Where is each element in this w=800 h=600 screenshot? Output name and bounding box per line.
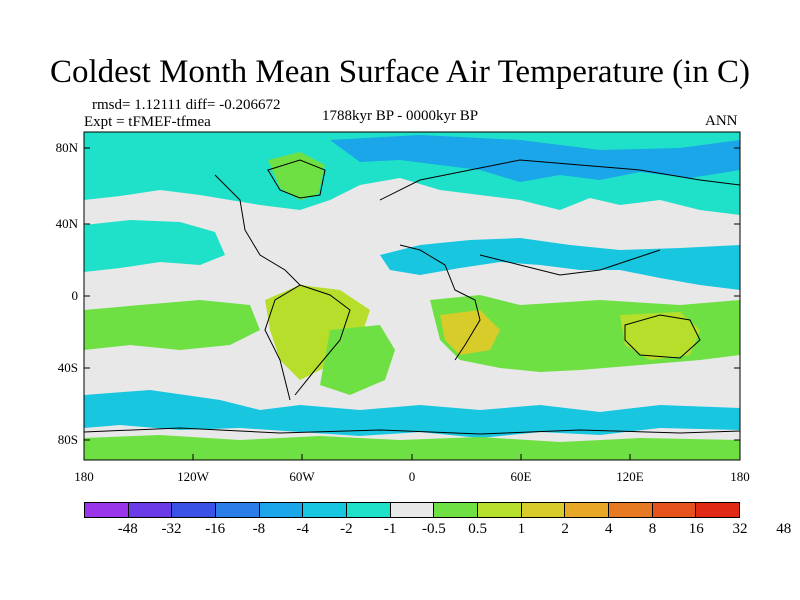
asia-cyan-band bbox=[380, 238, 740, 290]
colorbar bbox=[84, 502, 740, 518]
colorbar-swatch bbox=[216, 503, 260, 517]
colorbar-swatch bbox=[434, 503, 479, 517]
colorbar-swatch bbox=[521, 503, 566, 517]
colorbar-swatch bbox=[303, 503, 348, 517]
colorbar-tick-label: -4 bbox=[296, 521, 309, 537]
north-pacific-cyan bbox=[84, 220, 225, 272]
experiment-label: Expt = tFMEF-tfmea bbox=[84, 114, 211, 130]
colorbar-tick-label: 8 bbox=[648, 521, 657, 537]
lon-label-60w: 60W bbox=[289, 469, 315, 484]
colorbar-tick-label: -2 bbox=[340, 521, 353, 537]
south-america-warm bbox=[265, 285, 370, 380]
axis-ticks bbox=[84, 147, 740, 460]
colorbar-swatch bbox=[565, 503, 610, 517]
colorbar-swatch bbox=[609, 503, 653, 517]
colorbar-tick-label: 32 bbox=[732, 521, 748, 537]
colorbar-swatch bbox=[390, 503, 435, 517]
colorbar-tick-label: 16 bbox=[688, 521, 704, 537]
lon-label-0: 0 bbox=[408, 469, 416, 484]
lon-label-120e: 120E bbox=[616, 469, 644, 484]
lon-label-60e: 60E bbox=[510, 469, 532, 484]
colorbar-swatch bbox=[259, 503, 304, 517]
temperature-field bbox=[84, 132, 740, 460]
lat-label-40n: 40N bbox=[55, 216, 78, 231]
colorbar-tick-label: -16 bbox=[205, 521, 226, 537]
colorbar-tick-label: 0.5 bbox=[468, 521, 487, 537]
africa-olive-patch bbox=[440, 310, 500, 355]
lon-label-180w: 180 bbox=[74, 469, 94, 484]
rmsd-diff-text: rmsd= 1.12111 diff= -0.206672 bbox=[92, 97, 281, 113]
lon-label-180e: 180 bbox=[730, 469, 750, 484]
colorbar-tick-label: 1 bbox=[517, 521, 526, 537]
south-atlantic-green bbox=[320, 325, 395, 395]
lat-label-0: 0 bbox=[71, 288, 79, 303]
australia-yellow-patch bbox=[620, 312, 700, 360]
colorbar-swatch bbox=[347, 503, 391, 517]
southern-ocean-cyan bbox=[84, 390, 740, 438]
lat-label-80n: 80N bbox=[55, 140, 78, 155]
tropical-pacific-green bbox=[84, 300, 260, 350]
coastlines bbox=[84, 159, 740, 435]
colorbar-swatch bbox=[478, 503, 522, 517]
colorbar-swatch bbox=[128, 503, 173, 517]
colorbar-swatch bbox=[172, 503, 217, 517]
colorbar-tick-label: 2 bbox=[561, 521, 569, 537]
antarctic-green bbox=[84, 435, 740, 460]
lat-label-80s: 80S bbox=[57, 432, 78, 447]
lat-label-40s: 40S bbox=[57, 360, 78, 375]
plot-title: Coldest Month Mean Surface Air Temperatu… bbox=[50, 54, 750, 90]
colorbar-tick-label: -8 bbox=[252, 521, 266, 537]
season-label: ANN bbox=[705, 113, 738, 129]
colorbar-tick-label: 4 bbox=[605, 521, 613, 537]
colorbar-tick-label: -48 bbox=[117, 521, 138, 537]
colorbar-tick-label: -1 bbox=[383, 521, 397, 537]
colorbar-swatch bbox=[652, 503, 697, 517]
period-label: 1788kyr BP - 0000kyr BP bbox=[322, 108, 479, 124]
lon-label-120w: 120W bbox=[177, 469, 209, 484]
colorbar-swatch bbox=[85, 503, 129, 517]
colorbar-tick-label: -0.5 bbox=[421, 521, 446, 537]
colorbar-swatch bbox=[696, 503, 740, 517]
colorbar-tick-label: 48 bbox=[776, 521, 792, 537]
colorbar-tick-label: -32 bbox=[161, 521, 182, 537]
